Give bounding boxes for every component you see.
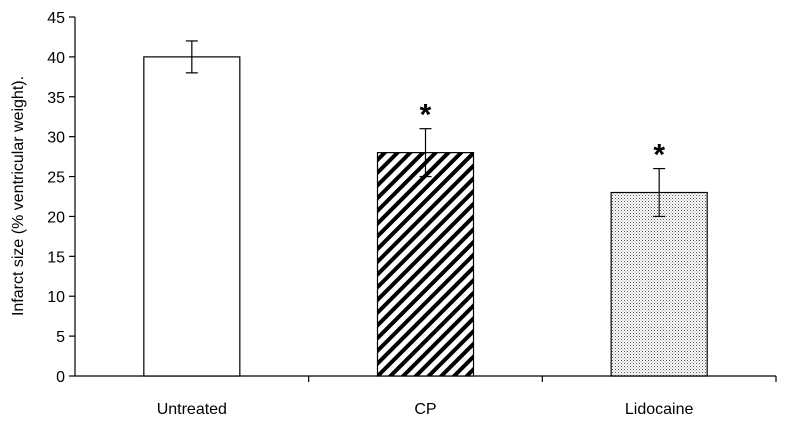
- significance-marker: *: [420, 99, 432, 132]
- y-tick-label: 40: [47, 50, 65, 67]
- bar-untreated: [143, 56, 241, 377]
- y-tick-label: 20: [47, 209, 65, 226]
- y-axis-label: Infarct size (% ventricular weight).: [10, 76, 27, 316]
- bar-cp: [376, 152, 475, 377]
- y-tick-label: 0: [56, 369, 65, 386]
- plot-area: 0 5 10 15 20 25 30 35 40 45 Untreated * CP * Lidocaine: [47, 10, 777, 418]
- x-tick-label: CP: [414, 401, 436, 418]
- y-tick-label: 35: [47, 90, 65, 107]
- y-tick-label: 15: [47, 249, 65, 266]
- x-tick-label: Lidocaine: [625, 401, 694, 418]
- significance-marker: *: [653, 139, 665, 172]
- y-tick-label: 45: [47, 10, 65, 27]
- bar-lidocaine: [610, 191, 708, 377]
- y-tick-label: 25: [47, 170, 65, 187]
- x-tick-label: Untreated: [157, 401, 227, 418]
- y-tick-label: 30: [47, 130, 65, 147]
- y-tick-label: 5: [56, 329, 65, 346]
- y-tick-label: 10: [47, 289, 65, 306]
